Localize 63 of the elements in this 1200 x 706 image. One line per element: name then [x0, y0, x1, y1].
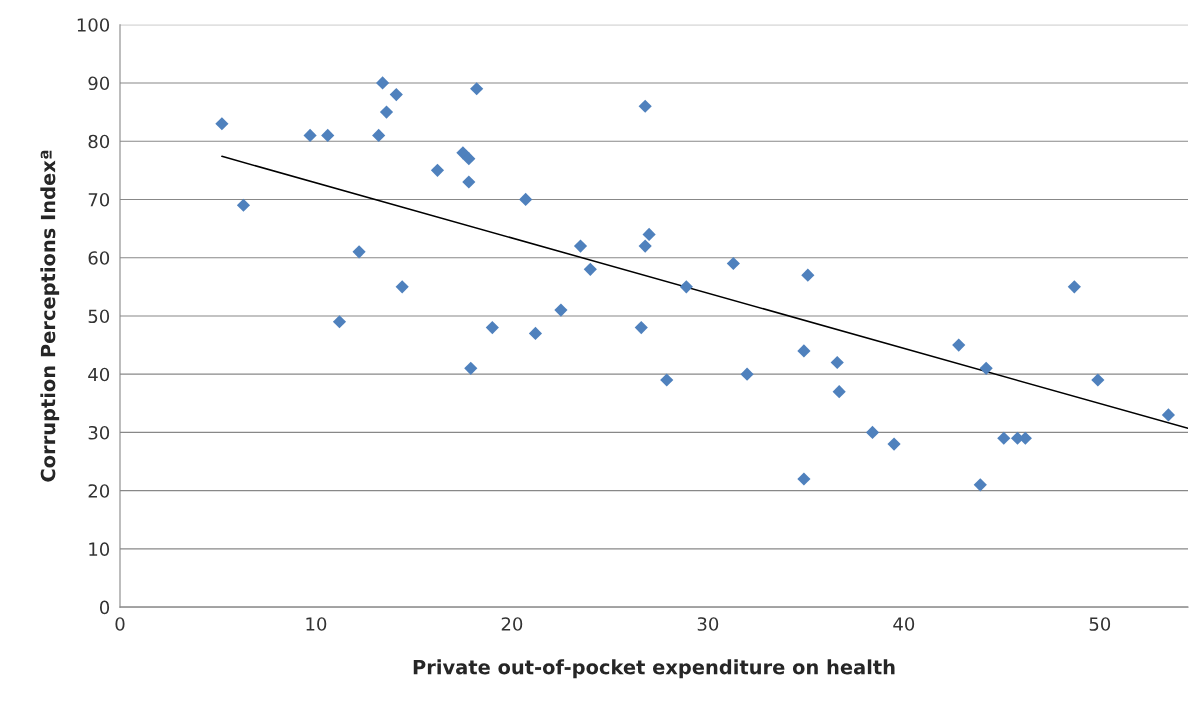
y-tick-label: 30: [88, 425, 110, 440]
point: [303, 128, 317, 142]
y-tick-label: 80: [88, 134, 110, 149]
point: [464, 361, 478, 375]
point: [485, 321, 499, 335]
point: [634, 321, 648, 335]
y-tick-label: 20: [88, 484, 110, 498]
point: [832, 385, 846, 399]
y-tick-label: 0: [99, 600, 110, 615]
point: [379, 105, 394, 119]
point: [554, 303, 568, 317]
point: [797, 472, 811, 486]
point: [952, 338, 966, 352]
x-tick-label: 40: [893, 617, 915, 631]
point: [679, 280, 693, 294]
x-tick-label: 50: [1089, 617, 1111, 631]
point: [528, 326, 543, 340]
x-tick-label: 10: [306, 617, 327, 631]
point: [887, 437, 901, 451]
point: [660, 373, 674, 387]
point: [215, 117, 229, 131]
point: [1161, 408, 1175, 422]
point: [997, 431, 1011, 445]
point: [973, 478, 987, 492]
point: [372, 128, 386, 142]
x-tick-label: 30: [697, 617, 719, 631]
y-tick-label: 70: [88, 192, 110, 207]
x-axis-title: Private out-of-pocket expenditure on health: [413, 659, 895, 679]
point: [321, 128, 335, 142]
point: [583, 262, 597, 276]
y-tick-label: 90: [88, 76, 110, 91]
point: [462, 152, 476, 166]
point: [462, 175, 476, 189]
point: [1091, 373, 1105, 387]
point: [801, 268, 815, 282]
point: [352, 245, 366, 259]
point: [470, 82, 484, 96]
point: [430, 163, 445, 177]
point: [332, 315, 347, 329]
point: [389, 88, 403, 102]
point: [740, 367, 754, 381]
y-tick-label: 10: [89, 542, 110, 557]
point: [376, 76, 390, 90]
point: [236, 198, 251, 212]
y-axis-title: Corruption Perceptions Indexª: [40, 150, 60, 482]
point: [638, 239, 652, 253]
point: [638, 99, 652, 113]
y-tick-label: 60: [88, 251, 110, 265]
x-tick-label: 20: [501, 617, 523, 631]
point: [573, 239, 588, 253]
point: [519, 192, 533, 207]
x-tick-label: 0: [115, 617, 125, 631]
y-tick-label: 50: [88, 309, 110, 324]
point: [642, 227, 656, 241]
point: [1067, 280, 1081, 294]
y-tick-label: 100: [77, 18, 110, 32]
y-tick-label: 40: [88, 367, 110, 382]
point: [830, 355, 844, 370]
point: [395, 280, 409, 294]
point: [726, 256, 740, 271]
point: [797, 344, 811, 358]
point: [865, 425, 880, 440]
point: [979, 361, 993, 375]
